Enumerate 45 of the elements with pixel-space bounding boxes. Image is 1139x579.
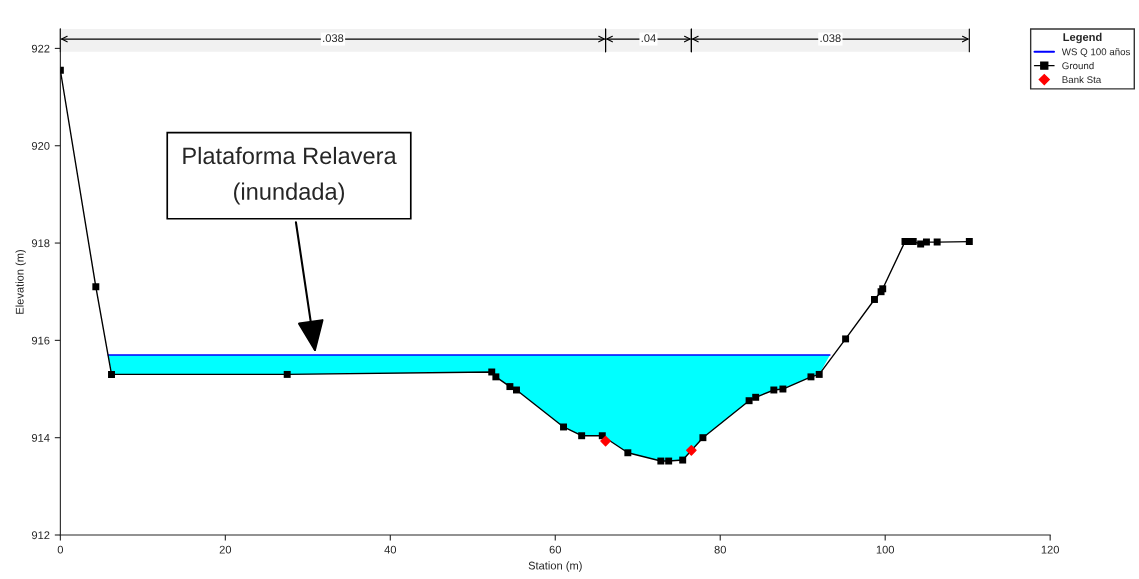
point xyxy=(745,397,753,405)
x-tick-label: 0 xyxy=(57,545,64,554)
y-tick-label: 922 xyxy=(31,44,50,53)
x-tick-label: 120 xyxy=(1041,545,1059,554)
x-tick-label: 40 xyxy=(384,545,397,554)
y-tick-label: 912 xyxy=(31,531,50,540)
point xyxy=(752,393,760,401)
point xyxy=(807,373,815,381)
y-tick-label: 914 xyxy=(31,433,50,442)
point xyxy=(92,283,100,291)
point xyxy=(842,335,850,343)
legend-label: Ground xyxy=(1062,62,1094,70)
point xyxy=(686,445,697,456)
point xyxy=(108,370,115,378)
point xyxy=(600,435,611,447)
point xyxy=(624,449,632,457)
legend-label: WS Q 100 años xyxy=(1061,48,1131,57)
annotation: Plataforma Relavera (inundada) xyxy=(183,146,397,205)
point xyxy=(657,457,665,465)
band-label: .038 xyxy=(820,34,841,43)
x-tick-label: 20 xyxy=(219,545,232,554)
point xyxy=(578,432,586,440)
y-tick-label: 918 xyxy=(31,239,50,248)
point xyxy=(922,238,930,246)
point xyxy=(871,296,878,303)
x-axis-title: Station (m) xyxy=(528,561,582,572)
point xyxy=(699,434,707,442)
x-tick-label: 60 xyxy=(549,545,562,554)
point xyxy=(965,238,973,246)
x-tick-label: 80 xyxy=(714,545,726,554)
y-tick-label: 920 xyxy=(31,142,50,150)
point xyxy=(506,383,514,391)
x-tick-label: 100 xyxy=(876,545,895,554)
legend-title: Legend xyxy=(1063,32,1102,44)
point xyxy=(492,373,500,381)
point xyxy=(679,456,687,464)
band-label: .04 xyxy=(641,34,656,43)
point xyxy=(933,238,941,246)
point xyxy=(665,457,673,465)
legend-label: Bank Sta xyxy=(1062,75,1102,84)
point xyxy=(815,370,823,378)
band-label: .038 xyxy=(323,34,344,43)
y-tick-label: 916 xyxy=(31,336,50,345)
point xyxy=(283,370,291,378)
y-axis-title: Elevation (m) xyxy=(15,249,26,314)
